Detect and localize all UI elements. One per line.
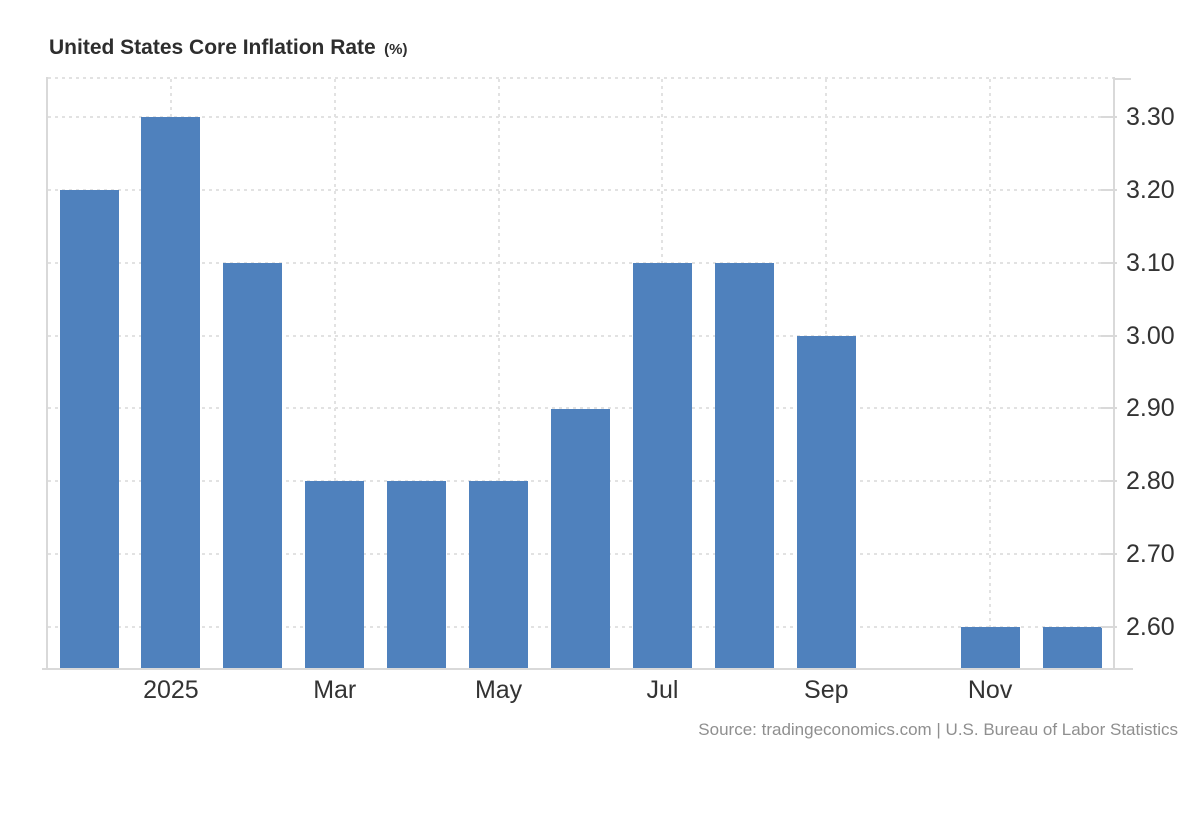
y-axis-tick [1101,626,1117,629]
y-axis-tick [1101,115,1117,118]
gridline-vertical [497,79,500,668]
x-axis-label: Mar [313,676,357,704]
y-axis-label: 3.30 [1126,102,1175,131]
bar-apr-2025[interactable] [387,481,447,668]
bar-jun-2025[interactable] [551,408,610,668]
y-axis-tick [1101,553,1117,556]
chart-title: United States Core Inflation Rate (%) [49,36,408,60]
bar-aug-2025[interactable] [714,262,774,668]
gridline-horizontal [48,261,1113,264]
y-axis-tick [1101,261,1117,264]
y-axis-line-right [1113,77,1115,670]
y-axis-label: 2.90 [1126,394,1175,423]
chart-title-unit: (%) [384,41,408,58]
y-axis-label: 3.20 [1126,175,1175,204]
x-axis-label: 2025 [143,676,199,704]
gridline-vertical [333,79,336,668]
y-axis-label: 3.10 [1126,248,1175,277]
y-axis-label: 3.00 [1126,321,1175,350]
gridline-horizontal [48,188,1113,191]
y-axis-tick [1101,188,1117,191]
plot-top-border [48,77,1113,79]
bar-dec-2024[interactable] [59,189,119,668]
y-axis-label: 2.60 [1126,613,1175,642]
bar-dec-2025[interactable] [1042,627,1102,668]
bar-jul-2025[interactable] [632,262,692,668]
gridline-horizontal [48,407,1113,410]
y-axis-tick [1101,480,1117,483]
bar-nov-2025[interactable] [960,627,1020,668]
gridline-horizontal [48,115,1113,118]
x-axis-line [42,668,1133,670]
gridline-vertical [989,79,992,668]
bar-feb-2025[interactable] [223,262,283,668]
gridline-horizontal [48,334,1113,337]
x-axis-label: May [474,676,523,704]
bar-jan-2025[interactable] [141,116,201,668]
y-axis-line-left [46,77,48,670]
plot-area: 2.60 2.70 2.80 2.90 3.00 3.10 3.20 3.30 2025 Mar M… [42,77,1175,704]
chart-title-text: United States Core Inflation Rate [49,36,376,59]
x-axis-label: Jul [646,676,679,704]
x-axis-label: Nov [967,676,1013,704]
y-axis-top-end-tick [1113,78,1131,80]
source-attribution: Source: tradingeconomics.com | U.S. Bure… [698,720,1178,739]
bar-mar-2025[interactable] [305,481,365,668]
bar-may-2025[interactable] [469,481,529,668]
y-axis-tick [1101,407,1117,410]
y-axis-tick [1101,334,1117,337]
x-axis-label: Sep [804,676,849,704]
bar-sep-2025[interactable] [796,335,856,668]
y-axis-label: 2.70 [1126,540,1175,569]
y-axis-label: 2.80 [1126,467,1175,496]
